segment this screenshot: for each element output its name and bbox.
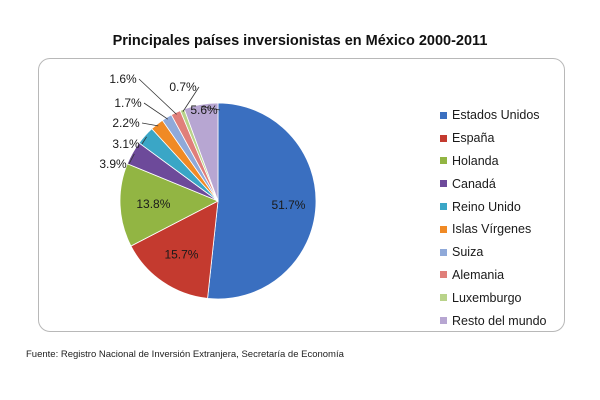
legend-label: Estados Unidos <box>452 108 540 123</box>
leader-line-canada <box>128 153 135 165</box>
legend-item-estados-unidos: Estados Unidos <box>440 104 547 127</box>
slice-labels: 51.7% 15.7% 13.8% 3.9% 3.1% 2.2% 1.7% 1.6% 0.7% 5… <box>99 72 305 261</box>
legend-swatch <box>440 134 447 142</box>
legend-item-luxemburgo: Luxemburgo <box>440 286 547 309</box>
legend-item-reino-unido: Reino Unido <box>440 195 547 218</box>
legend-label: Islas Vírgenes <box>452 222 532 237</box>
legend-item-islas-virgenes: Islas Vírgenes <box>440 218 547 241</box>
legend-swatch <box>440 180 447 188</box>
slice-label-alemania: 1.6% <box>109 72 137 86</box>
legend-item-canada: Canadá <box>440 172 547 195</box>
leader-line-luxemburgo <box>182 86 200 112</box>
chart-title: Principales países inversionistas en Méx… <box>112 33 488 49</box>
legend-label: Luxemburgo <box>452 290 522 305</box>
legend-swatch <box>440 203 447 211</box>
slice-label-luxemburgo: 0.7% <box>169 80 197 94</box>
slice-label-espana: 15.7% <box>164 247 198 261</box>
slice-label-holanda: 13.8% <box>136 197 170 211</box>
slice-label-resto-del-mundo: 5.6% <box>190 103 218 117</box>
slice-label-islas-virgenes: 2.2% <box>112 116 140 130</box>
legend-item-alemania: Alemania <box>440 264 547 287</box>
leader-line-islas-virgenes <box>141 122 159 127</box>
legend-label: Alemania <box>452 267 505 282</box>
leader-line-alemania <box>138 78 177 115</box>
legend-item-suiza: Suiza <box>440 241 547 264</box>
legend-swatch <box>440 317 447 325</box>
leader-line-reino-unido <box>141 136 147 145</box>
legend-swatch <box>440 294 447 302</box>
pie-slices <box>119 102 317 300</box>
leader-lines <box>128 78 221 165</box>
legend-item-holanda: Holanda <box>440 150 547 173</box>
slice-label-reino-unido: 3.1% <box>112 137 140 151</box>
legend-swatch <box>440 225 447 233</box>
legend-swatch <box>440 248 447 256</box>
chart-legend: Estados Unidos España Holanda Canadá Reino U… <box>440 104 547 332</box>
legend-swatch <box>440 157 447 165</box>
legend-label: Suiza <box>452 245 484 260</box>
pie-slice-estados-unidos <box>207 102 317 300</box>
legend-swatch <box>440 271 447 279</box>
leader-line-resto-del-mundo <box>201 106 221 111</box>
pie-slice-holanda <box>119 163 219 247</box>
legend-label: Holanda <box>452 153 499 168</box>
slice-label-suiza: 1.7% <box>114 96 142 110</box>
slice-label-canada: 3.9% <box>99 157 127 171</box>
legend-item-espana: España <box>440 127 547 150</box>
legend-swatch <box>440 111 447 119</box>
legend-item-resto-del-mundo: Resto del mundo <box>440 309 547 332</box>
legend-label: Canadá <box>452 176 496 191</box>
legend-label: Resto del mundo <box>452 313 547 328</box>
slice-label-estados-unidos: 51.7% <box>271 198 305 212</box>
pie-slice-espana <box>130 200 219 299</box>
leader-line-suiza <box>143 102 169 120</box>
legend-label: España <box>452 131 495 146</box>
source-note: Fuente: Registro Nacional de Inversión E… <box>26 349 344 360</box>
legend-label: Reino Unido <box>452 199 521 214</box>
